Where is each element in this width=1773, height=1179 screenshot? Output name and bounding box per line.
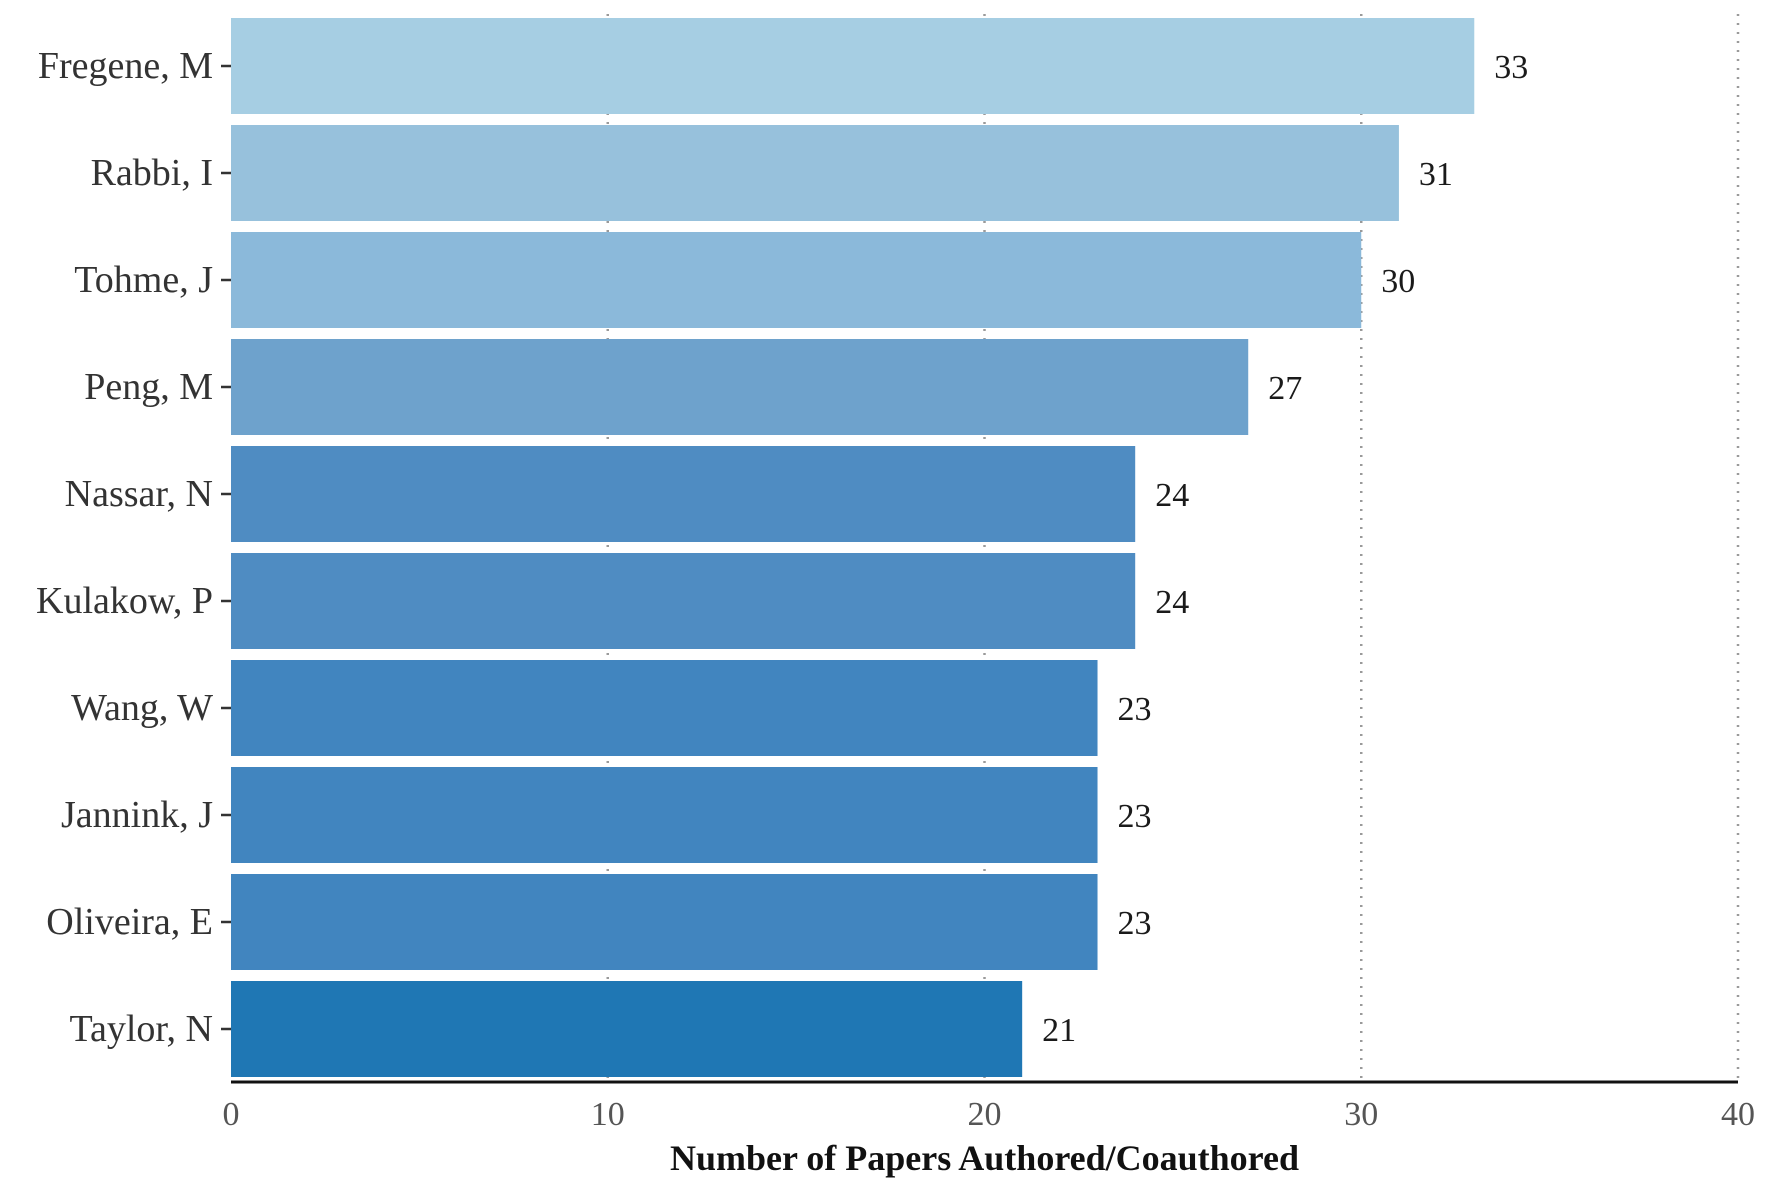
category-label-1: Fregene, M [38, 45, 213, 87]
bar-6 [231, 553, 1136, 649]
bar-9 [231, 874, 1098, 970]
bar-5 [231, 446, 1136, 542]
bar-8 [231, 767, 1098, 863]
category-label-10: Taylor, N [69, 1008, 213, 1050]
value-labels: 33 31 30 27 24 24 23 23 23 21 [1042, 49, 1528, 1049]
category-label-9: Oliveira, E [46, 901, 213, 943]
bar-4 [231, 339, 1249, 435]
value-label-10: 21 [1042, 1012, 1076, 1049]
category-label-3: Tohme, J [74, 259, 213, 301]
x-tick-label-10: 10 [591, 1096, 625, 1133]
category-label-4: Peng, M [84, 366, 213, 408]
bar-10 [231, 981, 1023, 1077]
value-label-8: 23 [1118, 798, 1152, 835]
value-label-6: 24 [1155, 584, 1189, 621]
value-label-3: 30 [1381, 263, 1415, 300]
category-label-8: Jannink, J [61, 794, 213, 836]
x-axis-title: Number of Papers Authored/Coauthored [670, 1138, 1299, 1178]
category-label-6: Kulakow, P [36, 580, 213, 622]
bar-3 [231, 232, 1362, 328]
bar-2 [231, 125, 1399, 221]
x-tick-label-30: 30 [1344, 1096, 1378, 1133]
x-tick-label-40: 40 [1721, 1096, 1755, 1133]
category-label-5: Nassar, N [65, 473, 213, 515]
value-label-5: 24 [1155, 477, 1189, 514]
value-label-1: 33 [1494, 49, 1528, 86]
bar-7 [231, 660, 1098, 756]
x-tick-label-0: 0 [223, 1096, 240, 1133]
value-label-4: 27 [1268, 370, 1302, 407]
x-tick-label-20: 20 [968, 1096, 1002, 1133]
bars [231, 18, 1475, 1077]
x-tick-labels: 0 10 20 30 40 [223, 1096, 1756, 1133]
value-label-9: 23 [1118, 905, 1152, 942]
value-label-2: 31 [1419, 156, 1453, 193]
category-label-2: Rabbi, I [91, 152, 213, 194]
category-label-7: Wang, W [71, 687, 213, 729]
bar-1 [231, 18, 1475, 114]
value-label-7: 23 [1118, 691, 1152, 728]
category-labels: Fregene, M Rabbi, I Tohme, J Peng, M Nassar,… [36, 45, 231, 1050]
